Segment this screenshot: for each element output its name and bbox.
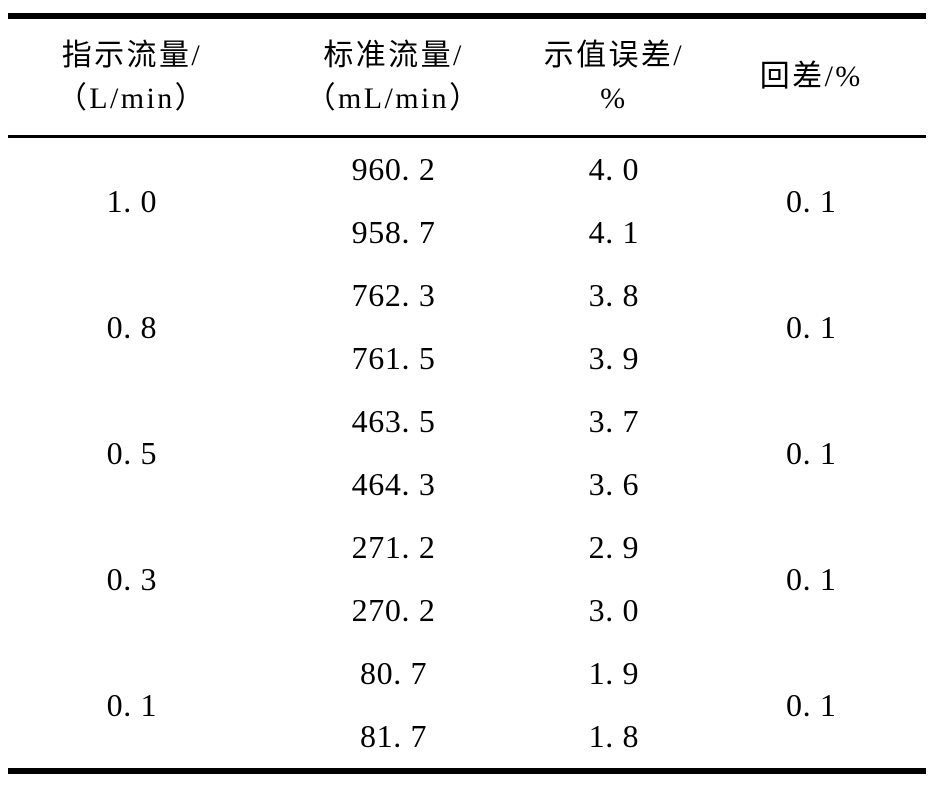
table-row: 464. 3 3. 6 (8, 453, 926, 516)
indicated-flow-value: 0. 3 (106, 560, 158, 597)
standard-flow-value: 761. 5 (351, 340, 436, 376)
error-value: 4. 1 (588, 214, 640, 250)
flow-calibration-table: 指示流量/ （L/min） 标准流量/ （mL/min） 示值误差/ % 回差/… (8, 13, 926, 774)
error-value: 1. 9 (588, 655, 640, 691)
standard-flow-value: 80. 7 (359, 655, 428, 691)
header-title: 示值误差/ (543, 38, 685, 72)
error-value: 3. 9 (588, 340, 640, 376)
indicated-flow-value: 1. 0 (106, 182, 158, 219)
error-value: 4. 0 (588, 151, 640, 187)
hysteresis-value: 0. 1 (785, 434, 837, 471)
header-unit: （L/min） (56, 82, 207, 115)
standard-flow-value: 271. 2 (351, 529, 436, 565)
table-header: 指示流量/ （L/min） 标准流量/ （mL/min） 示值误差/ % 回差/… (8, 16, 926, 138)
header-title: 标准流量/ (323, 38, 464, 72)
col-header-indicated-flow: 指示流量/ （L/min） (8, 16, 256, 138)
indicated-flow-value: 0. 8 (106, 308, 158, 345)
header-unit: % (600, 82, 628, 115)
standard-flow-value: 81. 7 (359, 718, 428, 754)
table-row: 958. 7 4. 1 (8, 201, 926, 264)
standard-flow-value: 762. 3 (351, 277, 436, 313)
table-row: 0. 1 80. 7 1. 9 0. 1 (8, 642, 926, 723)
error-value: 3. 7 (588, 403, 640, 439)
error-value: 3. 0 (588, 592, 640, 628)
table-row: 761. 5 3. 9 (8, 327, 926, 390)
table-row: 0. 3 271. 2 2. 9 0. 1 (8, 516, 926, 597)
header-row: 指示流量/ （L/min） 标准流量/ （mL/min） 示值误差/ % 回差/… (8, 16, 926, 138)
table-row: 1. 0 960. 2 4. 0 0. 1 (8, 137, 926, 219)
hysteresis-value: 0. 1 (785, 686, 837, 723)
hysteresis-value: 0. 1 (785, 308, 837, 345)
standard-flow-value: 960. 2 (351, 151, 436, 187)
indicated-flow-value: 0. 5 (106, 434, 158, 471)
col-header-standard-flow: 标准流量/ （mL/min） (255, 16, 532, 138)
header-title: 回差/% (759, 60, 863, 94)
table-row: 270. 2 3. 0 (8, 579, 926, 642)
header-title: 指示流量/ (61, 38, 203, 72)
hysteresis-value: 0. 1 (785, 560, 837, 597)
table-row: 0. 8 762. 3 3. 8 0. 1 (8, 264, 926, 345)
table-row: 0. 5 463. 5 3. 7 0. 1 (8, 390, 926, 471)
col-header-hysteresis: 回差/% (696, 16, 926, 138)
hysteresis-value: 0. 1 (785, 182, 837, 219)
standard-flow-value: 463. 5 (351, 403, 436, 439)
standard-flow-value: 270. 2 (351, 592, 436, 628)
error-value: 2. 9 (588, 529, 640, 565)
indicated-flow-value: 0. 1 (106, 686, 158, 723)
error-value: 3. 6 (588, 466, 640, 502)
col-header-indication-error: 示值误差/ % (531, 16, 697, 138)
header-unit: （mL/min） (305, 82, 482, 115)
standard-flow-value: 464. 3 (351, 466, 436, 502)
error-value: 1. 8 (588, 718, 640, 754)
error-value: 3. 8 (588, 277, 640, 313)
table-row: 81. 7 1. 8 (8, 705, 926, 771)
standard-flow-value: 958. 7 (351, 214, 436, 250)
table-body: 1. 0 960. 2 4. 0 0. 1 958. 7 4. 1 0. 8 7… (8, 137, 926, 772)
